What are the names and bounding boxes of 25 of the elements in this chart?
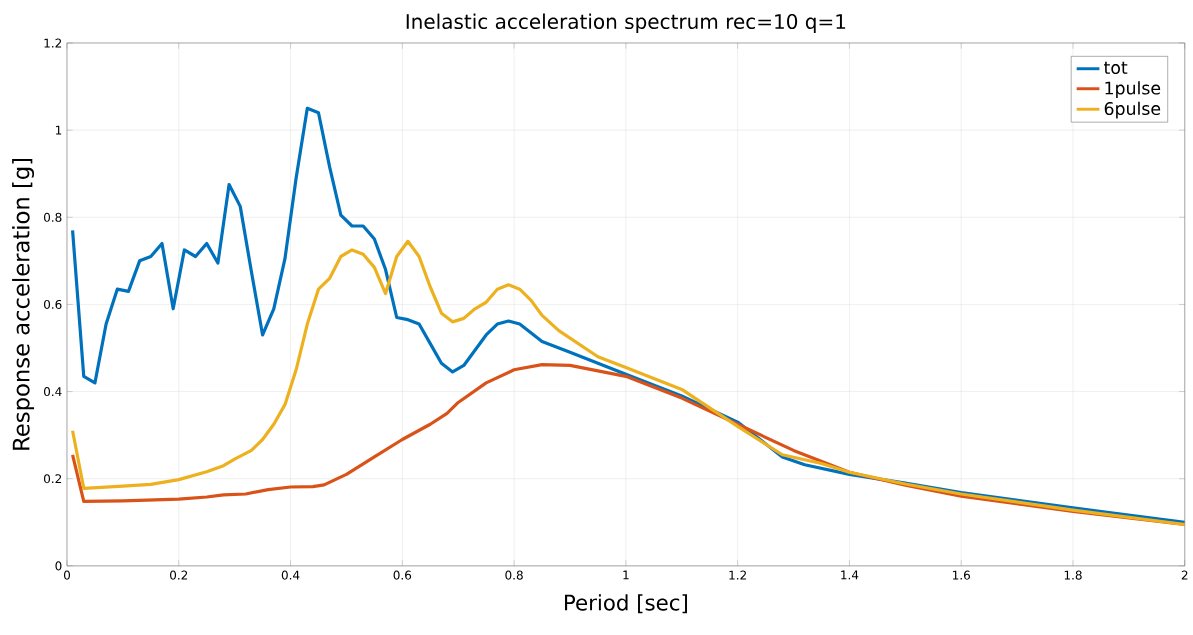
- y-tick-label: 0.6: [43, 299, 62, 310]
- x-axis-title: Period [sec]: [565, 594, 687, 614]
- y-tick-label: 1: [55, 125, 62, 135]
- x-tick-label: 1: [623, 570, 629, 580]
- y-axis-title: Response acceleration [g]: [12, 158, 35, 450]
- y-tick-label: 0: [55, 561, 62, 571]
- x-tick-label: 0.8: [505, 570, 523, 580]
- y-tick-label: 0.4: [43, 387, 62, 397]
- x-tick-label: 1.8: [1064, 570, 1082, 580]
- y-tick-label: 1.2: [44, 38, 62, 48]
- x-tick-label: 0.2: [170, 570, 188, 580]
- x-tick-label: 1.4: [841, 570, 859, 580]
- x-tick-label: 0.4: [281, 570, 300, 580]
- x-tick-label: 1.2: [729, 570, 746, 580]
- chart-title: Inelastic acceleration spectrum rec=10 q=1: [406, 13, 846, 34]
- x-tick-label: 0: [63, 570, 71, 580]
- legend-label: 6pulse: [1104, 101, 1161, 119]
- line-series: [70, 239, 1185, 527]
- y-tick-label: 0.8: [43, 212, 62, 222]
- x-tick-label: 0.6: [393, 570, 412, 580]
- x-tick-label: 1.6: [952, 570, 970, 580]
- y-tick-label: 0.2: [43, 474, 62, 484]
- legend-label: 1pulse: [1105, 81, 1161, 98]
- legend-label: tot: [1104, 61, 1128, 75]
- x-tick-label: 2: [1181, 570, 1188, 580]
